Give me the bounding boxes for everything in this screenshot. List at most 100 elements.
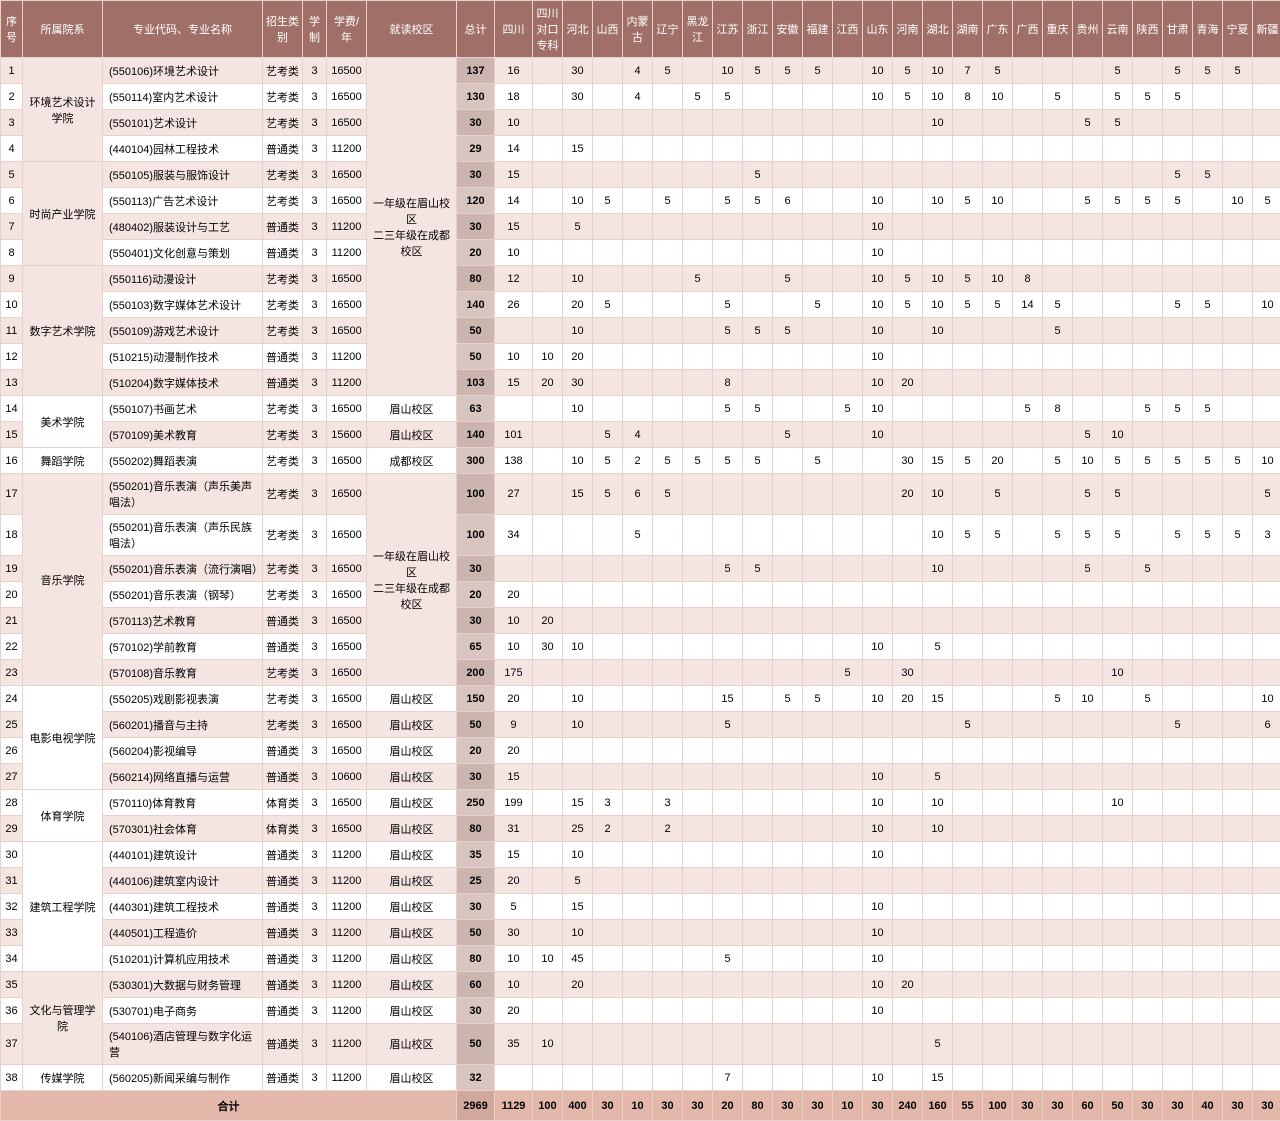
totals-value: 30 bbox=[1163, 1091, 1193, 1121]
prov-cell bbox=[1043, 972, 1073, 998]
prov-cell bbox=[773, 738, 803, 764]
table-row: 2(550114)室内艺术设计艺考类3165001301830455105108… bbox=[1, 84, 1280, 110]
prov-cell bbox=[1223, 292, 1253, 318]
prov-cell bbox=[1193, 738, 1223, 764]
prov-cell bbox=[1223, 240, 1253, 266]
prov-cell bbox=[1133, 58, 1163, 84]
prov-cell: 27 bbox=[495, 474, 533, 515]
major-cell: (570108)音乐教育 bbox=[103, 660, 263, 686]
prov-cell bbox=[1163, 318, 1193, 344]
prov-cell: 5 bbox=[1163, 448, 1193, 474]
prov-cell: 5 bbox=[1043, 84, 1073, 110]
prov-cell bbox=[593, 920, 623, 946]
prov-cell: 5 bbox=[1193, 162, 1223, 188]
major-cell: (510215)动漫制作技术 bbox=[103, 344, 263, 370]
prov-cell bbox=[1133, 110, 1163, 136]
plan-table: 序号所属院系专业代码、专业名称招生类别学制学费/年就读校区总计四川四川对口专科河… bbox=[0, 0, 1280, 1121]
duration-cell: 3 bbox=[303, 162, 327, 188]
prov-cell bbox=[533, 686, 563, 712]
prov-cell bbox=[653, 1024, 683, 1065]
fee-cell: 16500 bbox=[327, 515, 367, 556]
duration-cell: 3 bbox=[303, 712, 327, 738]
prov-cell: 10 bbox=[863, 816, 893, 842]
prov-cell bbox=[833, 266, 863, 292]
prov-cell bbox=[893, 998, 923, 1024]
prov-cell: 5 bbox=[1163, 84, 1193, 110]
type-cell: 普通类 bbox=[263, 738, 303, 764]
table-row: 11(550109)游戏艺术设计艺考类316500501055510105 bbox=[1, 318, 1280, 344]
campus-cell: 眉山校区 bbox=[367, 868, 457, 894]
prov-cell bbox=[923, 370, 953, 396]
prov-cell bbox=[1073, 1024, 1103, 1065]
prov-cell bbox=[713, 162, 743, 188]
prov-cell: 10 bbox=[923, 318, 953, 344]
prov-cell: 10 bbox=[563, 634, 593, 660]
prov-cell bbox=[803, 894, 833, 920]
prov-cell bbox=[1103, 240, 1133, 266]
col-header: 河南 bbox=[893, 1, 923, 58]
prov-cell bbox=[833, 686, 863, 712]
prov-cell bbox=[773, 396, 803, 422]
prov-cell bbox=[983, 318, 1013, 344]
prov-cell bbox=[1013, 136, 1043, 162]
duration-cell: 3 bbox=[303, 686, 327, 712]
prov-cell bbox=[953, 868, 983, 894]
prov-cell bbox=[1043, 582, 1073, 608]
prov-cell: 5 bbox=[1163, 292, 1193, 318]
col-header: 内蒙古 bbox=[623, 1, 653, 58]
fee-cell: 10600 bbox=[327, 764, 367, 790]
prov-cell bbox=[1163, 1024, 1193, 1065]
fee-cell: 11200 bbox=[327, 946, 367, 972]
seq: 1 bbox=[1, 58, 23, 84]
prov-cell bbox=[1163, 214, 1193, 240]
prov-cell: 10 bbox=[923, 816, 953, 842]
prov-cell bbox=[1103, 214, 1133, 240]
prov-cell bbox=[533, 582, 563, 608]
prov-cell: 5 bbox=[653, 474, 683, 515]
total-cell: 30 bbox=[457, 556, 495, 582]
prov-cell bbox=[713, 790, 743, 816]
prov-cell: 5 bbox=[743, 448, 773, 474]
prov-cell bbox=[803, 816, 833, 842]
fee-cell: 16500 bbox=[327, 634, 367, 660]
prov-cell bbox=[533, 84, 563, 110]
prov-cell bbox=[983, 344, 1013, 370]
prov-cell bbox=[833, 84, 863, 110]
prov-cell bbox=[683, 608, 713, 634]
prov-cell bbox=[833, 738, 863, 764]
table-row: 9数字艺术学院(550116)动漫设计艺考类316500801210551051… bbox=[1, 266, 1280, 292]
prov-cell: 30 bbox=[893, 660, 923, 686]
prov-cell bbox=[1103, 1024, 1133, 1065]
prov-cell bbox=[1133, 660, 1163, 686]
col-header: 黑龙江 bbox=[683, 1, 713, 58]
prov-cell bbox=[863, 582, 893, 608]
prov-cell: 5 bbox=[713, 396, 743, 422]
prov-cell bbox=[803, 842, 833, 868]
total-cell: 50 bbox=[457, 920, 495, 946]
prov-cell: 30 bbox=[495, 920, 533, 946]
prov-cell bbox=[833, 162, 863, 188]
prov-cell bbox=[1103, 998, 1133, 1024]
prov-cell: 5 bbox=[743, 556, 773, 582]
duration-cell: 3 bbox=[303, 84, 327, 110]
prov-cell bbox=[1073, 972, 1103, 998]
prov-cell bbox=[833, 946, 863, 972]
prov-cell bbox=[1223, 136, 1253, 162]
col-header: 湖南 bbox=[953, 1, 983, 58]
prov-cell: 5 bbox=[893, 292, 923, 318]
prov-cell bbox=[953, 240, 983, 266]
prov-cell: 10 bbox=[863, 214, 893, 240]
prov-cell bbox=[653, 582, 683, 608]
prov-cell bbox=[1103, 634, 1133, 660]
prov-cell bbox=[743, 842, 773, 868]
prov-cell bbox=[563, 998, 593, 1024]
prov-cell bbox=[653, 920, 683, 946]
prov-cell bbox=[803, 660, 833, 686]
prov-cell bbox=[1103, 712, 1133, 738]
prov-cell bbox=[923, 214, 953, 240]
type-cell: 普通类 bbox=[263, 920, 303, 946]
type-cell: 艺考类 bbox=[263, 318, 303, 344]
prov-cell: 5 bbox=[1073, 515, 1103, 556]
prov-cell bbox=[893, 515, 923, 556]
prov-cell: 138 bbox=[495, 448, 533, 474]
